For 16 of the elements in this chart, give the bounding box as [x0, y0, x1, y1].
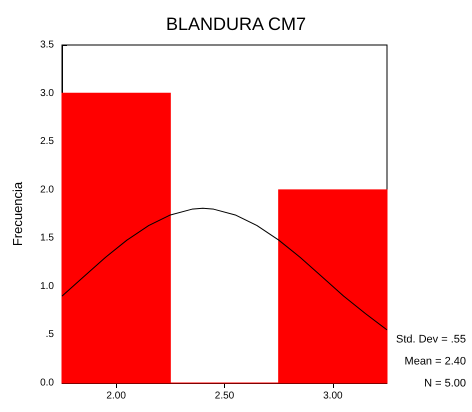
x-tick-label: 2.50	[214, 390, 235, 402]
y-tick-label: .5	[46, 329, 54, 340]
chart-title: BLANDURA CM7	[166, 14, 306, 34]
y-tick-label: 3.0	[40, 88, 54, 99]
text: N = 5.00	[424, 378, 466, 390]
x-tick-label: 2.00	[106, 390, 126, 402]
x-tick-label: 3.00	[323, 390, 343, 402]
text: Std. Dev = .55	[396, 334, 466, 346]
y-tick-label: 1.5	[40, 232, 54, 244]
text: Mean = 2.40	[404, 356, 466, 368]
y-tick-label: 0.0	[40, 378, 54, 388]
y-tick-label: 3.5	[40, 40, 54, 50]
y-tick-label: 2.0	[40, 184, 54, 196]
y-tick-label: 1.0	[40, 280, 54, 292]
y-tick-label: 2.5	[40, 136, 54, 148]
y-axis-title: Frecuencia	[10, 181, 25, 246]
